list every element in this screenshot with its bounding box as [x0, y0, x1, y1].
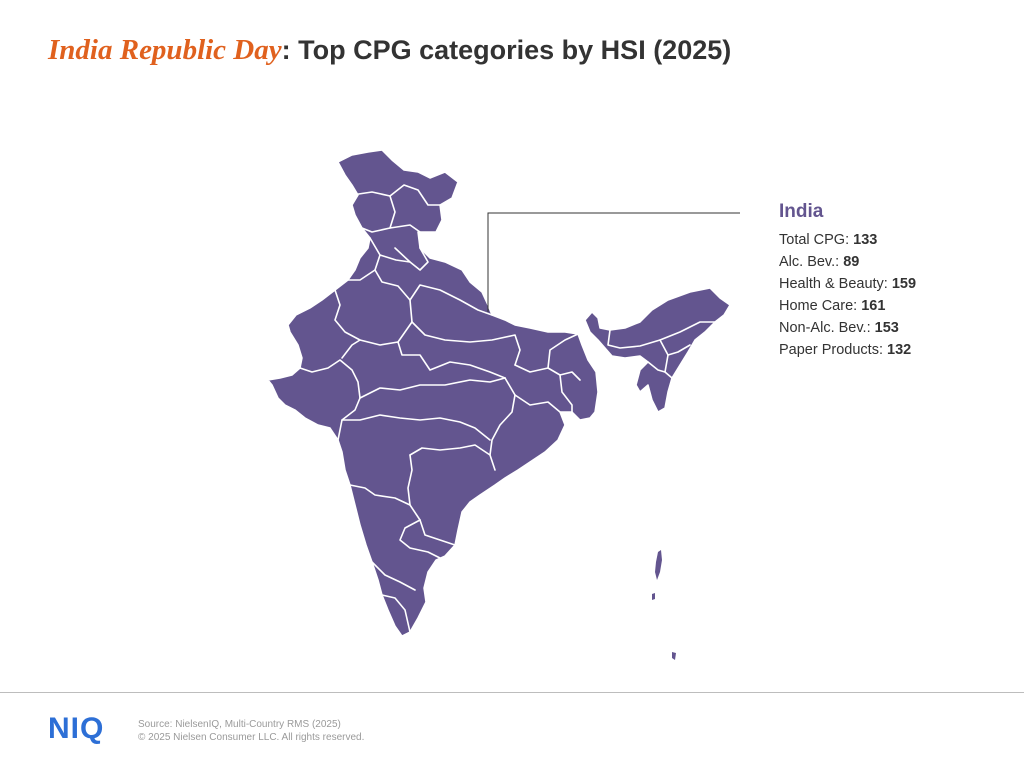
- niq-logo: NIQ: [48, 712, 105, 745]
- metric-value: 161: [861, 298, 886, 314]
- copyright-note: © 2025 Nielsen Consumer LLC. All rights …: [138, 732, 365, 743]
- india-mainland[interactable]: [267, 149, 599, 637]
- source-note: Source: NielsenIQ, Multi-Country RMS (20…: [138, 719, 341, 730]
- metric-row-non-alc-bev: Non-Alc. Bev.: 153: [779, 317, 1009, 339]
- footer-divider: [0, 692, 1024, 693]
- metric-value: 133: [853, 232, 878, 248]
- title-rest: : Top CPG categories by HSI (2025): [281, 35, 732, 65]
- metric-label: Total CPG:: [779, 232, 854, 248]
- metric-row-alc-bev: Alc. Bev.: 89: [779, 251, 1009, 273]
- page-title: India Republic Day: Top CPG categories b…: [48, 34, 731, 67]
- andaman-islet-1: [652, 593, 655, 600]
- metric-value: 159: [891, 276, 917, 292]
- metric-label: Non-Alc. Bev.:: [779, 320, 875, 336]
- region-info-panel: India Total CPG: 133 Alc. Bev.: 89 Healt…: [779, 201, 1009, 361]
- india-map-shapes: [267, 149, 731, 660]
- metric-label: Paper Products:: [779, 342, 887, 358]
- metric-value: 132: [887, 342, 912, 358]
- metric-row-health-beauty: Health & Beauty: 159: [779, 273, 1009, 295]
- metric-row-home-care: Home Care: 161: [779, 295, 1009, 317]
- region-name: India: [779, 201, 824, 222]
- nicobar-islet: [672, 652, 676, 660]
- india-northeast[interactable]: [584, 287, 731, 413]
- andaman-islands: [655, 550, 662, 580]
- metric-label: Health & Beauty:: [779, 276, 892, 292]
- state-borders: [299, 184, 716, 633]
- metric-label: Alc. Bev.:: [779, 254, 844, 270]
- india-map[interactable]: [262, 148, 742, 668]
- title-accent: India Republic Day: [48, 34, 282, 66]
- metric-label: Home Care:: [779, 298, 862, 314]
- footer-text: Source: NielsenIQ, Multi-Country RMS (20…: [138, 718, 364, 744]
- metric-value: 89: [843, 254, 860, 270]
- metric-value: 153: [874, 320, 899, 336]
- metric-row-paper-products: Paper Products: 132: [779, 339, 1009, 361]
- metric-row-total-cpg: Total CPG: 133: [779, 229, 1009, 251]
